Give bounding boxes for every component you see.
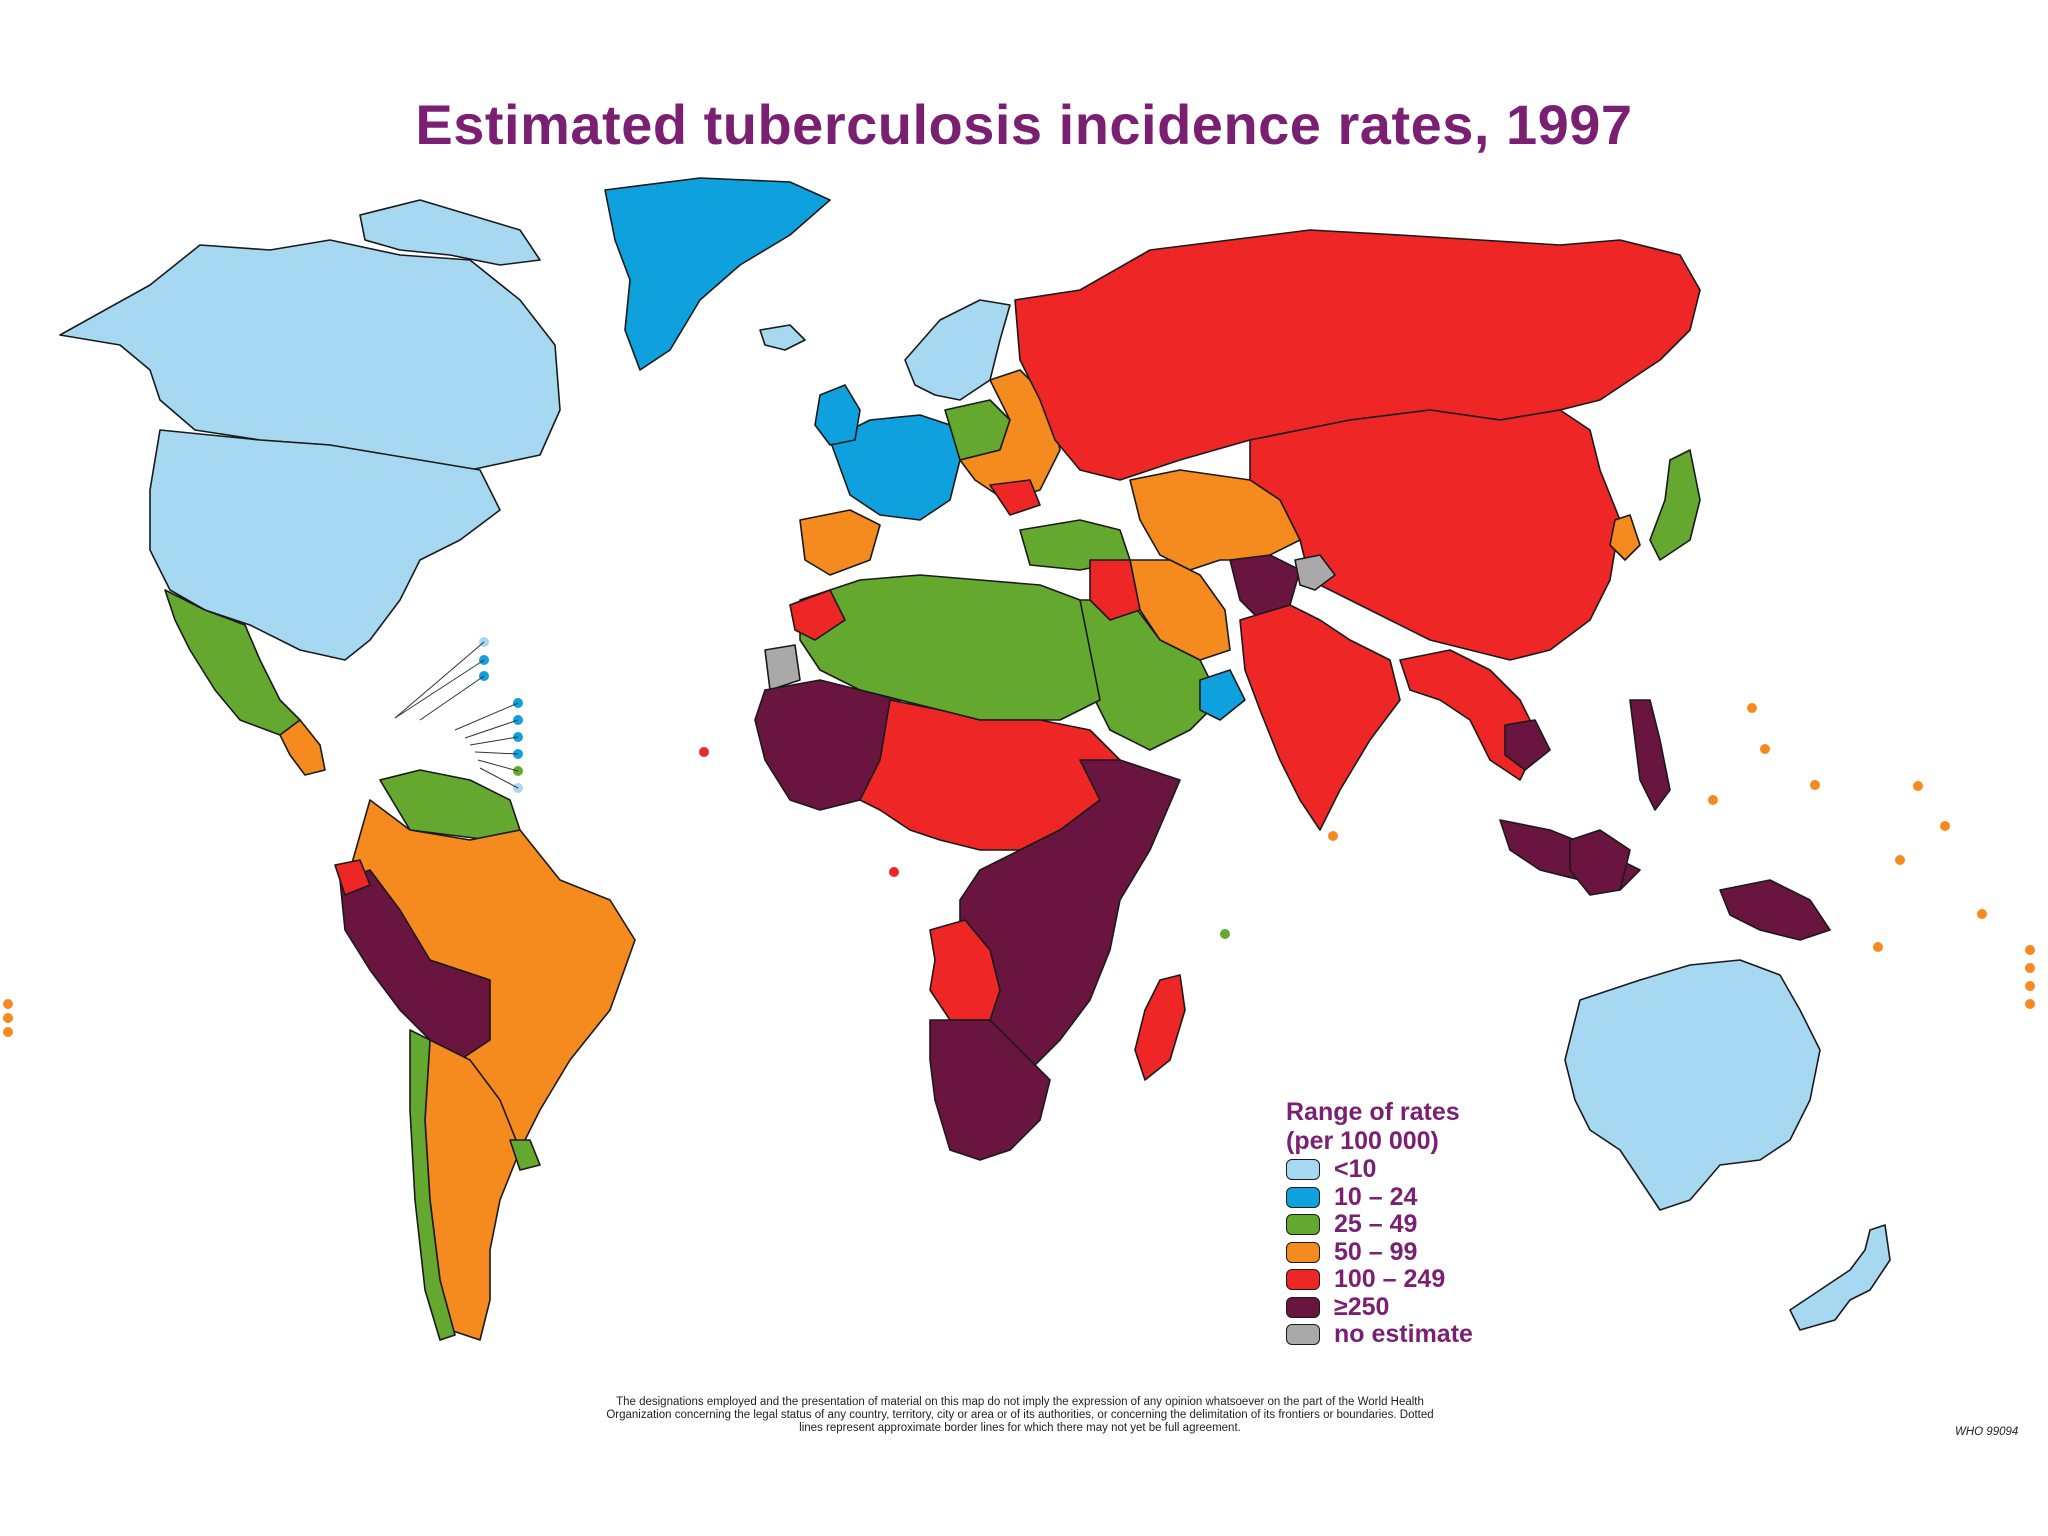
document-code: WHO 99094 (1955, 1426, 2019, 1438)
legend-label: no estimate (1334, 1320, 1473, 1349)
region-southern-africa (929, 1019, 1051, 1161)
island-marker (1220, 929, 1230, 939)
island-marker (2025, 981, 2035, 991)
island-marker (2025, 999, 2035, 1009)
legend-swatch (1286, 1214, 1320, 1236)
disclaimer-line: The designations employed and the presen… (616, 1396, 1424, 1408)
legend-title-line2: (per 100 000) (1286, 1127, 1439, 1155)
map-title: Estimated tuberculosis incidence rates, … (415, 93, 1633, 156)
region-western-sahara (764, 644, 801, 691)
legend-swatch (1286, 1269, 1320, 1291)
island-marker (1810, 780, 1820, 790)
island-marker (3, 1027, 13, 1037)
legend-swatch (1286, 1186, 1320, 1208)
region-korea (1609, 514, 1641, 561)
legend-swatch (1286, 1296, 1320, 1318)
legend-item: 100 – 249 (1286, 1265, 1473, 1294)
region-chile (409, 1029, 456, 1341)
legend-swatch (1286, 1159, 1320, 1181)
region-peru-bolivia (339, 869, 491, 1061)
legend-label: 10 – 24 (1334, 1182, 1418, 1211)
island-marker (3, 999, 13, 1009)
region-borneo (1569, 829, 1631, 896)
legend-label: 25 – 49 (1334, 1210, 1418, 1239)
region-cambodia (1504, 719, 1551, 771)
island-marker (1328, 831, 1338, 841)
island-marker (699, 747, 709, 757)
legend-item: ≥250 (1286, 1292, 1473, 1322)
region-papua (1719, 879, 1831, 941)
region-uruguay (509, 1139, 541, 1171)
africa-region (754, 574, 1186, 1161)
region-madagascar (1134, 974, 1186, 1081)
region-iceland (759, 324, 806, 351)
island-marker (1747, 703, 1757, 713)
legend-label: ≥250 (1334, 1292, 1390, 1321)
legend-item: no estimate (1286, 1320, 1473, 1349)
legend-label: <10 (1334, 1155, 1377, 1184)
region-japan (1649, 449, 1701, 561)
region-kashmir (1294, 554, 1336, 591)
disclaimer-line: lines represent approximate border lines… (799, 1422, 1241, 1434)
island-marker (3, 1013, 13, 1023)
disclaimer-line: Organization concerning the legal status… (606, 1409, 1434, 1421)
region-arctic-islands (359, 199, 541, 266)
island-marker (2025, 945, 2035, 955)
region-iran (1129, 559, 1231, 661)
legend-title: Range of rates (per 100 000) (1286, 1098, 1473, 1156)
region-iberia (799, 509, 881, 576)
region-scandinavia (904, 299, 1011, 401)
legend-label: 50 – 99 (1334, 1237, 1418, 1266)
island-marker (1977, 909, 1987, 919)
region-ecuador (334, 859, 371, 896)
region-new-zealand (1789, 1224, 1891, 1331)
disclaimer: The designations employed and the presen… (480, 1396, 1560, 1435)
island-marker (1708, 795, 1718, 805)
legend-item: 50 – 99 (1286, 1237, 1473, 1267)
island-marker (1895, 855, 1905, 865)
asia-region (1014, 229, 1701, 831)
island-marker (1760, 744, 1770, 754)
legend-swatch (1286, 1241, 1320, 1263)
region-oman-yemen (1199, 669, 1246, 721)
north-america-region (59, 177, 831, 776)
region-north-africa (799, 574, 1101, 721)
region-india-pakistan (1239, 604, 1401, 831)
island-marker (889, 867, 899, 877)
island-marker (2025, 963, 2035, 973)
caribbean-leader-lines (394, 641, 519, 789)
region-central-america (279, 719, 326, 776)
region-russia (1014, 229, 1701, 481)
island-marker (1913, 781, 1923, 791)
oceania-region (1499, 699, 1891, 1331)
legend: Range of rates (per 100 000) <10 10 – 24… (1286, 1098, 1473, 1349)
region-uk (814, 384, 861, 446)
region-morocco (789, 589, 846, 641)
legend-title-line1: Range of rates (1286, 1098, 1460, 1126)
island-marker (1873, 942, 1883, 952)
region-australia (1564, 959, 1821, 1211)
region-western-europe (829, 414, 961, 521)
region-alaska-canada (59, 239, 561, 471)
legend-swatch (1286, 1324, 1320, 1346)
legend-item: 25 – 49 (1286, 1210, 1473, 1239)
island-marker (1940, 821, 1950, 831)
legend-item: 10 – 24 (1286, 1182, 1473, 1212)
europe-region (799, 299, 1131, 576)
region-romania (989, 479, 1041, 516)
legend-label: 100 – 249 (1334, 1265, 1446, 1294)
legend-item: <10 (1286, 1155, 1473, 1184)
region-greenland (604, 177, 831, 371)
region-usa (149, 429, 501, 661)
region-middle-east (1089, 559, 1141, 621)
region-philippines (1629, 699, 1671, 811)
south-america-region (334, 769, 636, 1341)
